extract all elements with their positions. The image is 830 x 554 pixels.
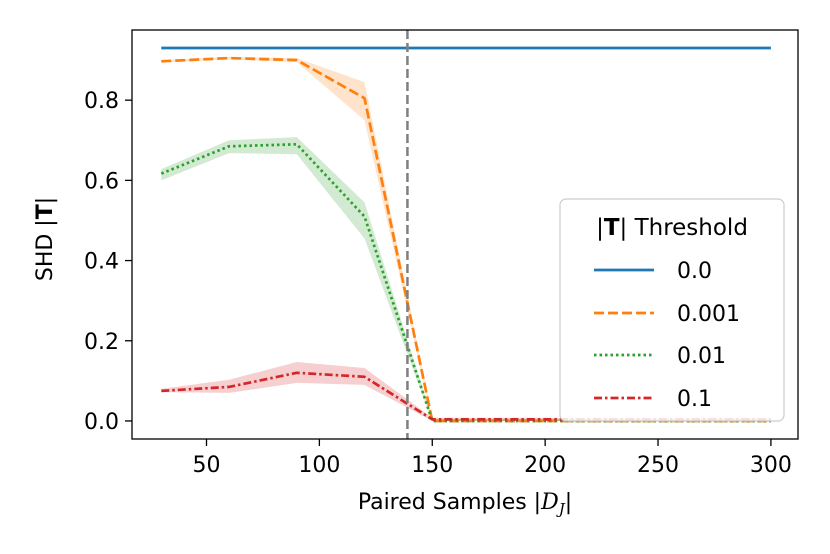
series-line-0.001 — [161, 56, 771, 423]
x-tick-label: 100 — [298, 453, 340, 478]
confidence-band-0.1 — [161, 362, 771, 421]
plot-frame — [131, 29, 799, 440]
x-tick-label: 150 — [411, 453, 453, 478]
legend-box — [559, 198, 785, 422]
x-axis-label: Paired Samples |DJ| — [358, 490, 572, 518]
x-axis-ticks: 50 100 150 200 250 300 — [193, 439, 792, 478]
y-axis-ticks: 0.0 0.2 0.4 0.6 0.8 — [84, 89, 132, 435]
legend-label-0.001: 0.001 — [677, 302, 740, 327]
x-tick-label: 250 — [637, 453, 679, 478]
series-lines — [160, 46, 771, 423]
x-tick-label: 50 — [193, 453, 221, 478]
legend-label-0.01: 0.01 — [677, 344, 726, 369]
legend-label-0.0: 0.0 — [677, 259, 712, 284]
y-tick-label: 0.0 — [84, 410, 119, 435]
y-axis-label: SHD |T| — [33, 197, 58, 281]
y-tick-label: 0.2 — [84, 330, 119, 355]
series-line-0.1 — [161, 371, 771, 421]
x-tick-label: 300 — [750, 453, 792, 478]
y-tick-label: 0.4 — [84, 250, 119, 275]
series-line-0.01 — [160, 142, 771, 423]
confidence-bands — [161, 56, 771, 422]
y-tick-label: 0.8 — [84, 89, 119, 114]
y-tick-label: 0.6 — [84, 169, 119, 194]
legend: |T| Threshold 0.0 0.001 0.01 0.1 — [559, 198, 785, 422]
legend-label-0.1: 0.1 — [677, 387, 712, 412]
legend-title: |T| Threshold — [596, 215, 748, 241]
x-tick-label: 200 — [524, 453, 566, 478]
